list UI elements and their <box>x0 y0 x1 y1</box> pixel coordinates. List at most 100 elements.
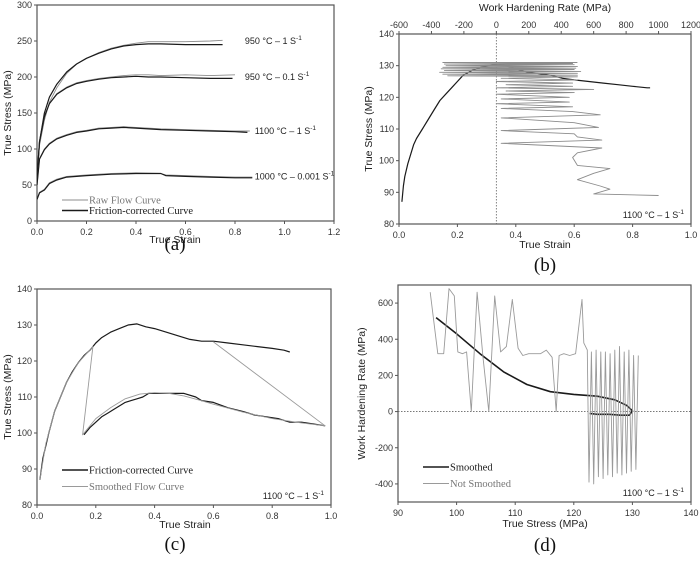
x-tick-label: 0.6 <box>207 511 220 521</box>
series-line-6 <box>37 126 248 186</box>
legend-label: Smoothed <box>450 463 493 474</box>
x-tick-label: 0.2 <box>80 227 93 237</box>
x-tick-label: 90 <box>393 508 403 518</box>
y-tick-label: 80 <box>22 500 32 510</box>
series-line-3 <box>39 341 326 480</box>
y-tick-label: 0 <box>27 216 32 226</box>
x-tick-label: 1.0 <box>685 230 698 240</box>
y-tick-label: 50 <box>22 180 32 190</box>
x-tick-label: 100 <box>449 508 464 518</box>
y-tick-label: 110 <box>18 392 32 402</box>
x2-tick-label: 0 <box>494 20 499 30</box>
condition-annotation: 1100 °C – 1 S-1 <box>263 490 325 501</box>
legend-label: Friction-corrected Curve <box>89 466 193 477</box>
y-tick-label: 150 <box>17 108 32 118</box>
panel-label: (b) <box>534 255 556 276</box>
x2-tick-label: -600 <box>390 20 408 30</box>
y-axis-label: True Stress (MPa) <box>363 86 375 171</box>
x-tick-label: 1.2 <box>328 227 341 237</box>
series-line-2 <box>83 392 326 436</box>
y-tick-label: 80 <box>384 219 394 229</box>
series-line-1 <box>39 323 290 480</box>
y-tick-label: -400 <box>375 479 393 489</box>
x-tick-label: 0.6 <box>179 227 192 237</box>
panel-a: 0.0 0.2 0.4 0.6 0.8 1.0 1.2 0 50 100 150 200 250 300 T… <box>2 0 340 255</box>
curve-annotation: 1100 °C – 1 S-1 <box>255 125 317 136</box>
panel-label: (d) <box>534 535 556 556</box>
x-tick-label: 0.0 <box>31 511 44 521</box>
y-tick-label: 250 <box>17 36 32 46</box>
y-tick-label: 0 <box>388 407 393 417</box>
x2-tick-label: -400 <box>422 20 440 30</box>
legend-label: Smoothed Flow Curve <box>89 482 184 493</box>
plot-frame <box>397 284 692 503</box>
y-tick-label: 140 <box>379 29 394 39</box>
x-tick-label: 1.0 <box>278 227 291 237</box>
y-tick-label: 400 <box>378 334 393 344</box>
x2-tick-label: 1200 <box>681 20 700 30</box>
panel-label: (c) <box>164 534 185 555</box>
x2-tick-label: 1000 <box>649 20 669 30</box>
x-tick-label: 0.8 <box>626 230 639 240</box>
y-axis-label: True Stress (MPa) <box>2 354 14 439</box>
series-line-1 <box>37 39 223 178</box>
x-tick-label: 110 <box>508 508 522 518</box>
x-tick-label: 1.0 <box>325 511 338 521</box>
x-tick-label: 0.0 <box>393 230 406 240</box>
x-tick-label: 130 <box>625 508 640 518</box>
y-tick-label: 90 <box>384 187 394 197</box>
legend-label: Raw Flow Curve <box>89 196 161 207</box>
panel-c: 0.0 0.2 0.4 0.6 0.8 1.0 80 90 100 110 120 130 140 Tru… <box>2 284 337 555</box>
x2-tick-label: 400 <box>554 20 569 30</box>
y-axis-label: True Stress (MPa) <box>2 70 14 155</box>
x-tick-label: 0.6 <box>568 230 581 240</box>
panel-label: (a) <box>164 234 185 255</box>
x2-axis-label: Work Hardening Rate (MPa) <box>479 2 611 14</box>
legend-label: Not Smoothed <box>450 479 512 490</box>
condition-annotation: 1100 °C – 1 S-1 <box>623 209 685 220</box>
series-line-4 <box>37 75 233 178</box>
y-tick-label: 100 <box>17 428 32 438</box>
x2-tick-label: -200 <box>455 20 473 30</box>
y-tick-label: 200 <box>378 370 393 380</box>
panel-d: 90 100 110 120 130 140 -400 -200 0 200 400 600 True … <box>356 284 699 556</box>
x-axis-label: True Stress (MPa) <box>502 518 587 530</box>
panel-b: 0.0 0.2 0.4 0.6 0.8 1.0 80 90 100 110 120 130 140-60… <box>363 2 700 276</box>
x-tick-label: 0.4 <box>148 511 161 521</box>
legend-label: Friction-corrected Curve <box>89 206 193 217</box>
x-tick-label: 0.2 <box>90 511 103 521</box>
x-tick-label: 0.2 <box>451 230 464 240</box>
y-tick-label: 90 <box>22 464 32 474</box>
y-axis-label: Work Hardening Rate (MPa) <box>356 327 368 459</box>
y-tick-label: -200 <box>375 443 393 453</box>
y-tick-label: 120 <box>379 92 394 102</box>
y-tick-label: 130 <box>17 320 32 330</box>
series-line-1 <box>435 316 634 417</box>
y-tick-label: 200 <box>17 72 32 82</box>
y-tick-label: 100 <box>17 144 32 154</box>
x-tick-label: 0.4 <box>130 227 143 237</box>
condition-annotation: 1100 °C – 1 S-1 <box>623 487 685 498</box>
x-axis-label: True Strain <box>149 234 201 246</box>
y-tick-label: 300 <box>17 0 32 10</box>
curve-annotation: 950 °C – 0.1 S-1 <box>245 71 310 82</box>
series-line-8 <box>37 172 253 200</box>
y-tick-label: 130 <box>379 61 394 71</box>
y-tick-label: 120 <box>17 356 32 366</box>
x-tick-label: 0.8 <box>266 511 279 521</box>
series-line-3 <box>37 74 236 178</box>
curve-annotation: 1000 °C – 0.001 S-1 <box>255 170 335 181</box>
curve-annotation: 950 °C – 1 S-1 <box>245 35 302 46</box>
x2-tick-label: 200 <box>521 20 536 30</box>
x-tick-label: 0.8 <box>229 227 242 237</box>
series-line-2 <box>429 288 639 485</box>
x-tick-label: 0.4 <box>510 230 523 240</box>
series-line-2 <box>37 43 223 178</box>
series-line-2 <box>439 62 659 196</box>
x2-tick-label: 800 <box>619 20 634 30</box>
x-axis-label: True Strain <box>519 239 571 251</box>
x-tick-label: 120 <box>566 508 581 518</box>
x-tick-label: 140 <box>683 508 698 518</box>
y-tick-label: 100 <box>379 156 394 166</box>
